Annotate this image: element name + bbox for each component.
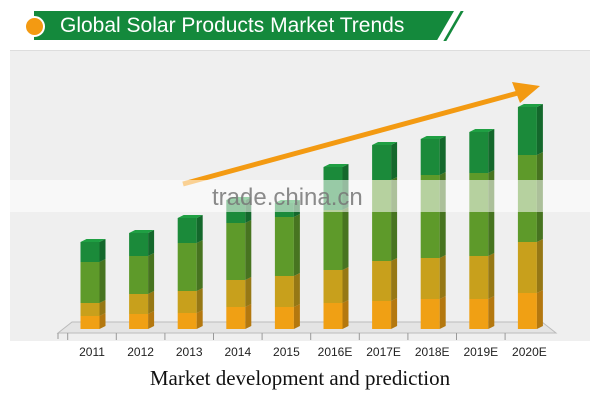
bar-side xyxy=(391,142,398,180)
bar-side xyxy=(342,207,349,270)
page-title: Global Solar Products Market Trends xyxy=(60,14,405,37)
bar-segment xyxy=(226,307,246,329)
bar-top xyxy=(420,136,446,139)
bar-side xyxy=(148,311,155,329)
bar-side xyxy=(536,104,543,155)
bar-side xyxy=(342,267,349,303)
bar-top xyxy=(129,230,155,233)
bar-side xyxy=(293,304,300,329)
bar-side xyxy=(99,239,106,262)
bar-segment xyxy=(80,262,100,303)
bar-side xyxy=(391,258,398,301)
bar-segment xyxy=(517,107,537,155)
x-tick-label: 2019E xyxy=(463,345,498,359)
bar-side xyxy=(148,291,155,314)
bar-side xyxy=(196,240,203,291)
x-tick-label: 2018E xyxy=(415,345,450,359)
bar-segment xyxy=(226,223,246,280)
bar-segment xyxy=(323,210,343,270)
watermark-band xyxy=(0,180,600,212)
bar-side xyxy=(196,215,203,243)
x-tick-label: 2015 xyxy=(273,345,300,359)
bar-side xyxy=(196,288,203,313)
x-tick-label: 2017E xyxy=(366,345,401,359)
x-axis-label: Market development and prediction xyxy=(149,366,451,390)
bar-segment xyxy=(469,299,489,329)
bar-side xyxy=(391,298,398,329)
bar-segment xyxy=(274,276,294,307)
bar-side xyxy=(245,220,252,280)
bar-side xyxy=(439,296,446,329)
bar-top xyxy=(177,215,203,218)
bar-segment xyxy=(469,256,489,299)
bar-segment xyxy=(323,303,343,329)
bar-segment xyxy=(129,256,149,294)
x-tick-label: 2014 xyxy=(224,345,251,359)
bar-top xyxy=(469,129,495,132)
bar-side xyxy=(488,296,495,329)
bar-side xyxy=(245,304,252,329)
bar-segment xyxy=(420,258,440,299)
bar-segment xyxy=(372,145,392,180)
bar-segment xyxy=(177,291,197,313)
bar-top xyxy=(517,104,543,107)
bar-side xyxy=(536,239,543,293)
bar-side xyxy=(293,214,300,276)
bar-side xyxy=(99,259,106,303)
orange-dot-icon xyxy=(24,16,45,37)
bar-segment xyxy=(177,313,197,329)
bar-segment xyxy=(80,316,100,329)
x-tick-label: 2012 xyxy=(127,345,154,359)
bar-segment xyxy=(420,299,440,329)
bar-segment xyxy=(517,242,537,293)
bar-top xyxy=(372,142,398,145)
trend-arrow-head xyxy=(512,82,540,103)
bar-side xyxy=(196,310,203,329)
bar-segment xyxy=(274,217,294,276)
bar-segment xyxy=(177,218,197,243)
bar-side xyxy=(245,277,252,307)
bar-side xyxy=(536,290,543,329)
watermark: trade.china.cn xyxy=(212,184,363,211)
bar-side xyxy=(148,253,155,294)
bar-segment xyxy=(274,307,294,329)
bar-segment xyxy=(469,132,489,173)
bar-segment xyxy=(323,270,343,303)
x-tick-label: 2011 xyxy=(79,345,105,359)
bar-side xyxy=(99,300,106,316)
title-banner xyxy=(34,11,454,40)
x-tick-label: 2013 xyxy=(176,345,203,359)
bar-segment xyxy=(80,242,100,262)
bar-segment xyxy=(420,139,440,175)
bar-side xyxy=(439,136,446,175)
bar-top xyxy=(80,239,106,242)
bar-side xyxy=(148,230,155,256)
bar-side xyxy=(488,253,495,299)
bar-segment xyxy=(80,303,100,316)
bar-segment xyxy=(372,261,392,301)
bar-side xyxy=(488,129,495,173)
bar-segment xyxy=(372,301,392,329)
x-tick-label: 2020E xyxy=(512,345,547,359)
bar-segment xyxy=(129,294,149,314)
bar-segment xyxy=(129,314,149,329)
bar-top xyxy=(323,164,349,167)
x-tick-label: 2016E xyxy=(318,345,353,359)
bar-side xyxy=(342,300,349,329)
bar-side xyxy=(293,273,300,307)
bar-segment xyxy=(517,293,537,329)
bar-segment xyxy=(129,233,149,256)
bar-segment xyxy=(177,243,197,291)
bar-side xyxy=(439,255,446,299)
bar-side xyxy=(99,313,106,329)
trend-arrow-shaft xyxy=(182,90,519,187)
bar-segment xyxy=(226,280,246,307)
